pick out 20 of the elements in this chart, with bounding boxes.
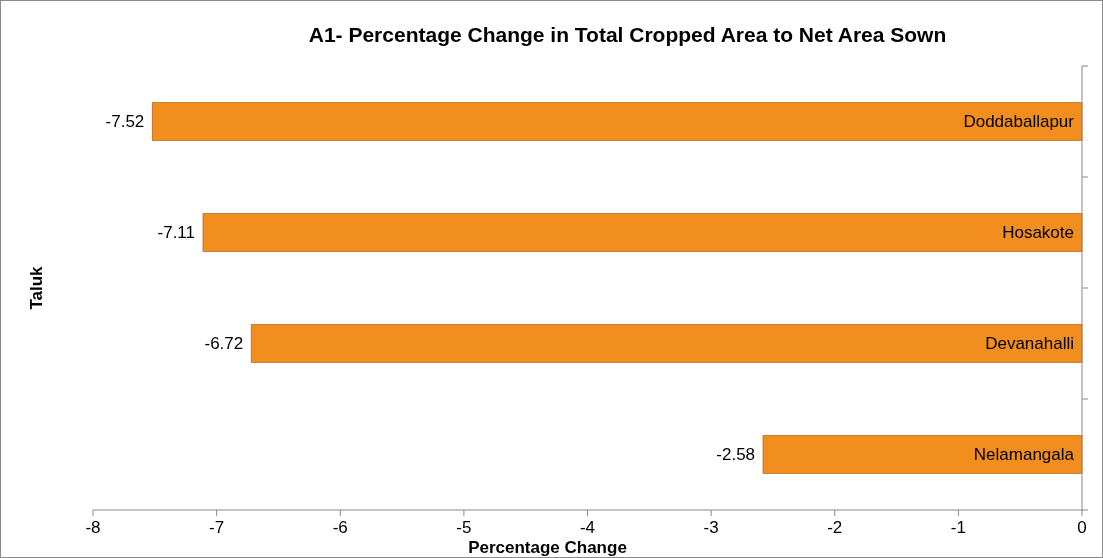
data-label: -7.52	[105, 112, 145, 132]
chart-title: A1- Percentage Change in Total Cropped Area to Net Area Sown	[308, 23, 947, 46]
x-tick-label: -8	[85, 518, 101, 537]
data-label: -6.72	[204, 334, 244, 354]
x-tick-label: -7	[209, 518, 225, 537]
data-label: -2.58	[716, 445, 756, 465]
x-tick-label: -5	[456, 518, 472, 537]
x-tick-label: -2	[827, 518, 843, 537]
data-label: -7.11	[157, 223, 196, 243]
x-tick-label: -6	[332, 518, 348, 537]
x-tick-label: -3	[703, 518, 719, 537]
y-tick-label: Hosakote	[1002, 223, 1074, 243]
y-axis-title: Taluk	[27, 265, 46, 310]
x-axis-title: Percentage Change	[468, 538, 627, 557]
x-tick-label: -1	[950, 518, 966, 537]
y-tick-label: Nelamangala	[973, 445, 1075, 465]
y-tick-label: Devanahalli	[985, 334, 1074, 354]
x-tick-label: 0	[1077, 518, 1087, 537]
x-tick-label: -4	[579, 518, 596, 537]
y-tick-label: Doddaballapur	[963, 112, 1075, 132]
